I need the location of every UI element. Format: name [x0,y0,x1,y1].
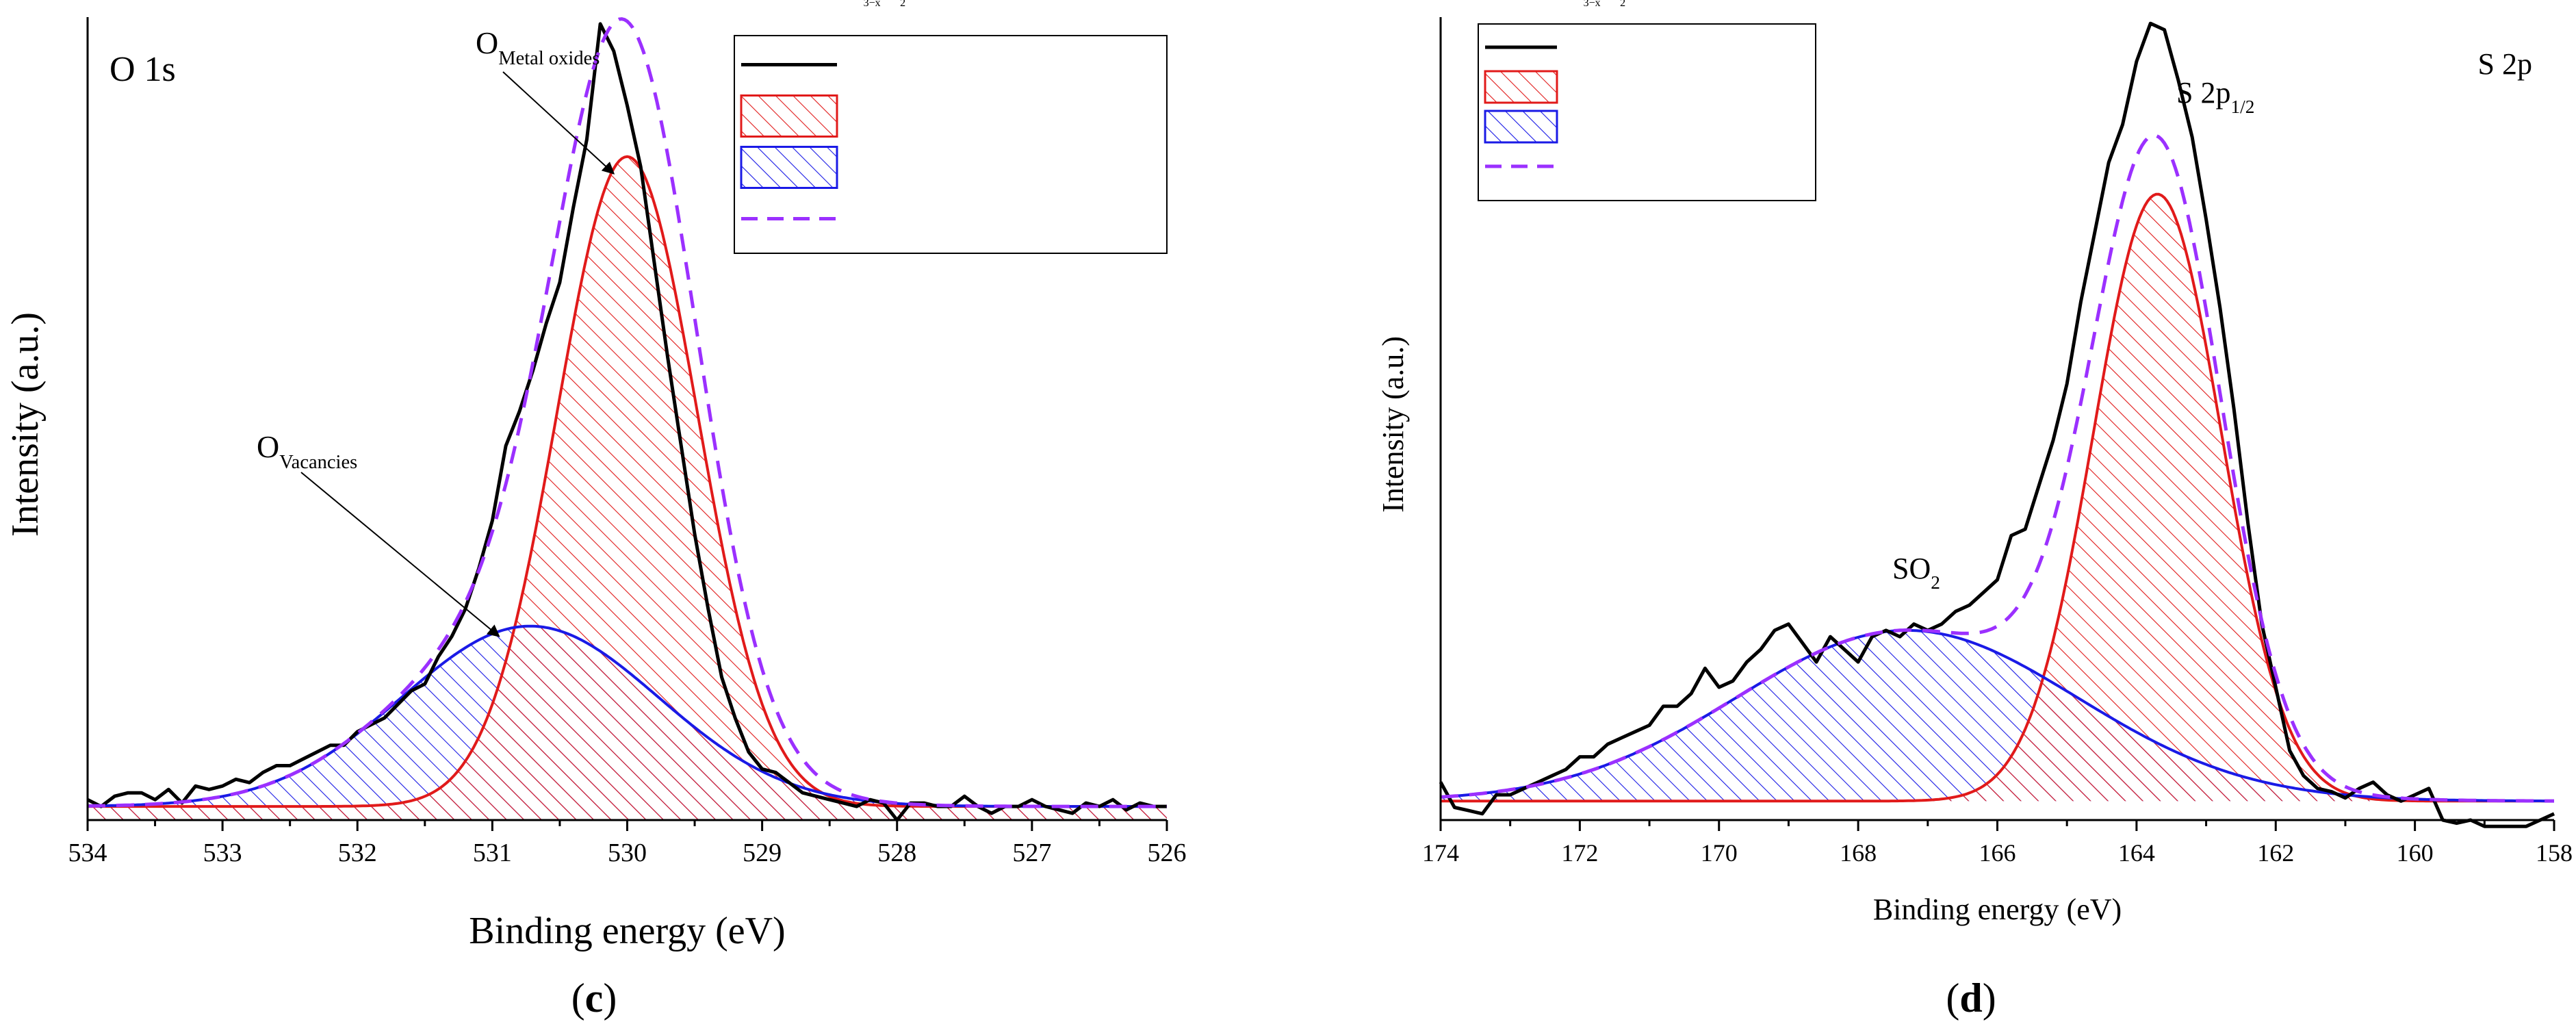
panel-label: (d) [1946,975,1996,1021]
x-tick-label: 160 [2397,839,2434,867]
legend: WO3−x/WS2Peak1Peak2Cumulative Fit Peak [1478,0,1816,201]
fit-peak-line-peak1 [1441,192,2554,803]
legend-entry-label: Fit Peak 1 [845,0,890,3]
legend-entry-label: Fit Peak 2 [845,0,890,3]
annotation-arrow [300,472,500,637]
measured-spectrum-line [86,22,1167,822]
legend-swatch-hatch [740,94,838,138]
x-tick-label: 530 [608,839,647,867]
x-tick-label: 533 [203,839,242,867]
legend-box [734,35,1168,254]
panel-title: O 1s [110,50,176,89]
panel-title: S 2p [2478,47,2532,81]
legend-entry-label: Cumulative Fit Peak [1565,0,1656,3]
fit-peak-line-peak2 [1440,628,2554,803]
x-tick-label: 532 [338,839,377,867]
legend: WO3−x/WS2Fit Peak 1Fit Peak 2Cumulative … [734,0,1168,254]
legend-swatch-hatch [1484,70,1558,104]
x-tick-label: 526 [1148,839,1187,867]
legend-entry-label: Peak1 [1565,0,1592,3]
legend-entry-label: Peak2 [1565,0,1592,3]
legend-swatch-hatch [1484,110,1558,144]
x-axis-label: Binding energy (eV) [1873,893,2122,926]
annotation-arrow [502,71,615,175]
panel-d-s2p-chart: 174 172 170 168 166 164 162 160 158 Binding energ… [1376,0,2573,1021]
x-tick-label: 174 [1422,839,1459,867]
legend-entry-label: WO3−x/WS2 [1565,0,1625,9]
x-tick-label: 529 [743,839,782,867]
panel-label: (c) [571,975,617,1021]
legend-entry-label: WO3−x/WS2 [845,0,905,9]
x-tick-label: 527 [1012,839,1051,867]
y-axis-label: Intensity (a.u.) [4,312,47,537]
x-tick-label: 164 [2118,839,2155,867]
x-tick-label: 172 [1561,839,1598,867]
x-axis-label: Binding energy (eV) [469,910,785,952]
y-axis-label: Intensity (a.u.) [1376,336,1410,513]
annotation-label: SO2 [1892,552,1940,593]
x-tick-label: 168 [1840,839,1877,867]
fit-peak-hatch-area [88,156,1167,821]
measured-spectrum-line [1439,21,2555,828]
x-tick-label: 158 [2536,839,2573,867]
panel-c-o1s-chart: 534 533 532 531 530 529 528 527 526 Binding energ… [4,0,1187,1021]
annotation-label: OVacancies [257,429,357,473]
x-tick-label: 531 [473,839,512,867]
x-tick-label: 528 [877,839,916,867]
legend-entry-label: Cumulative Fit Peak [845,0,936,3]
x-tick-label: 534 [68,839,107,867]
annotation-label: S 2p1/2 [2176,76,2254,117]
annotation-label: OMetal oxides [476,25,600,69]
cumulative-fit-line [88,17,1167,808]
x-tick-label: 162 [2257,839,2294,867]
legend-swatch-hatch [740,146,838,189]
x-tick-label: 166 [1979,839,2016,867]
fit-peak-hatch-area [1441,630,2554,802]
x-tick-label: 170 [1701,839,1738,867]
